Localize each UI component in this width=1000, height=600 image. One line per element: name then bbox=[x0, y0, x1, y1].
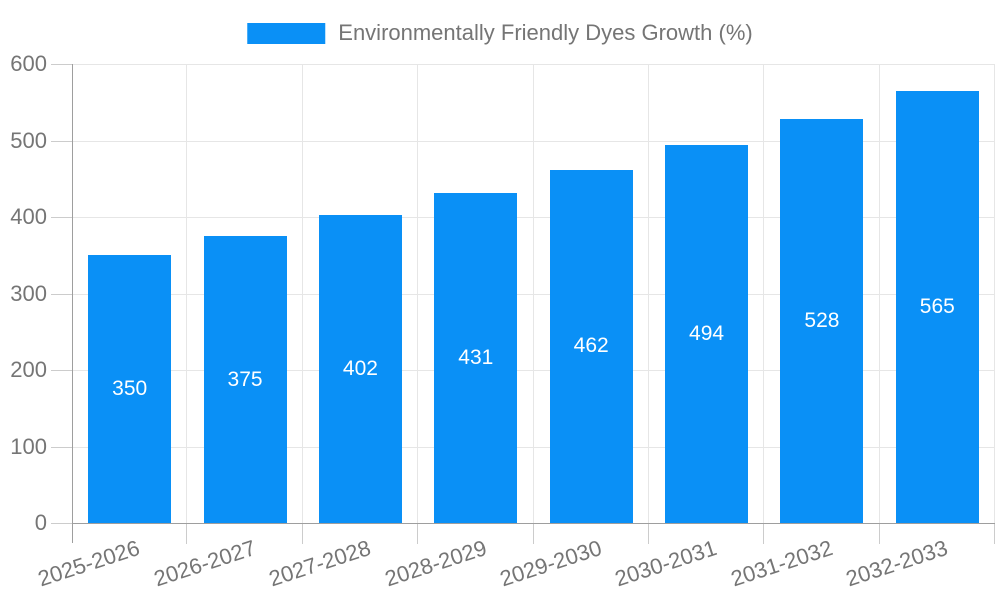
gridline-horizontal bbox=[72, 217, 995, 218]
y-axis-tick-label: 500 bbox=[10, 127, 47, 153]
x-axis-tick-label: 2028-2029 bbox=[381, 535, 490, 592]
bar[interactable]: 494 bbox=[665, 145, 749, 523]
gridline-horizontal bbox=[72, 370, 995, 371]
bar[interactable]: 565 bbox=[895, 90, 979, 523]
x-axis-tick bbox=[878, 524, 880, 544]
x-axis-tick bbox=[417, 524, 419, 544]
bar[interactable]: 350 bbox=[88, 255, 172, 523]
x-axis-tick bbox=[186, 524, 188, 544]
gridline-vertical bbox=[301, 64, 303, 523]
gridline-horizontal bbox=[72, 446, 995, 448]
bar[interactable]: 431 bbox=[434, 193, 518, 523]
gridline-vertical bbox=[994, 64, 995, 523]
legend-series-label: Environmentally Friendly Dyes Growth (%) bbox=[338, 20, 753, 45]
x-axis-tick-label: 2032-2033 bbox=[842, 535, 951, 592]
y-axis-tick-label: 300 bbox=[10, 280, 47, 306]
legend-swatch-icon bbox=[247, 22, 326, 44]
bar-value-label: 528 bbox=[804, 309, 840, 333]
y-axis-tick-label: 600 bbox=[10, 51, 47, 76]
x-axis-tick bbox=[532, 524, 534, 544]
bar-value-label: 494 bbox=[689, 322, 725, 346]
y-axis-tick bbox=[51, 217, 72, 218]
bar-value-label: 375 bbox=[227, 367, 263, 391]
gridline-horizontal bbox=[72, 140, 995, 142]
y-axis-tick-label: 0 bbox=[34, 510, 47, 535]
x-axis-line bbox=[72, 523, 995, 524]
x-axis-tick-label: 2025-2026 bbox=[35, 535, 144, 592]
y-axis-tick-label: 400 bbox=[10, 204, 47, 229]
bar[interactable]: 402 bbox=[318, 215, 402, 523]
bar[interactable]: 375 bbox=[203, 236, 287, 523]
x-axis-tick bbox=[647, 524, 649, 544]
y-axis-tick bbox=[51, 370, 72, 371]
x-axis-tick-label: 2026-2027 bbox=[150, 535, 259, 592]
y-axis-line bbox=[72, 64, 73, 543]
bar-value-label: 462 bbox=[573, 334, 609, 358]
y-axis-tick bbox=[51, 293, 72, 295]
gridline-vertical bbox=[763, 64, 765, 523]
bar-value-label: 402 bbox=[342, 357, 378, 381]
y-axis-tick bbox=[51, 523, 72, 524]
x-axis-tick bbox=[994, 524, 995, 544]
bar-value-label: 565 bbox=[919, 294, 955, 318]
y-axis-tick bbox=[51, 140, 72, 142]
bar[interactable]: 462 bbox=[549, 169, 633, 523]
x-axis-tick-label: 2027-2028 bbox=[266, 535, 374, 592]
y-axis-tick bbox=[51, 64, 72, 65]
chart-legend[interactable]: Environmentally Friendly Dyes Growth (%) bbox=[247, 20, 753, 45]
gridline-vertical bbox=[878, 64, 880, 523]
bar-value-label: 431 bbox=[458, 346, 494, 370]
x-axis-tick-label: 2030-2031 bbox=[612, 535, 720, 592]
x-axis-tick-label: 2031-2032 bbox=[727, 535, 836, 592]
y-axis-tick bbox=[51, 446, 72, 448]
y-axis-tick-label: 100 bbox=[10, 433, 47, 459]
gridline-horizontal bbox=[72, 64, 995, 65]
gridline-vertical bbox=[532, 64, 534, 523]
gridline-vertical bbox=[647, 64, 649, 523]
x-axis-tick bbox=[301, 524, 303, 544]
bar[interactable]: 528 bbox=[780, 119, 864, 523]
x-axis-tick bbox=[763, 524, 765, 544]
bar-value-label: 350 bbox=[112, 377, 148, 401]
gridline-horizontal bbox=[72, 293, 995, 295]
y-axis-tick-label: 200 bbox=[10, 357, 47, 382]
gridline-vertical bbox=[186, 64, 188, 523]
plot-area: 350 375 402 431 462 494 528 565 bbox=[72, 64, 995, 523]
x-axis-tick-label: 2029-2030 bbox=[496, 535, 605, 592]
gridline-vertical bbox=[417, 64, 419, 523]
